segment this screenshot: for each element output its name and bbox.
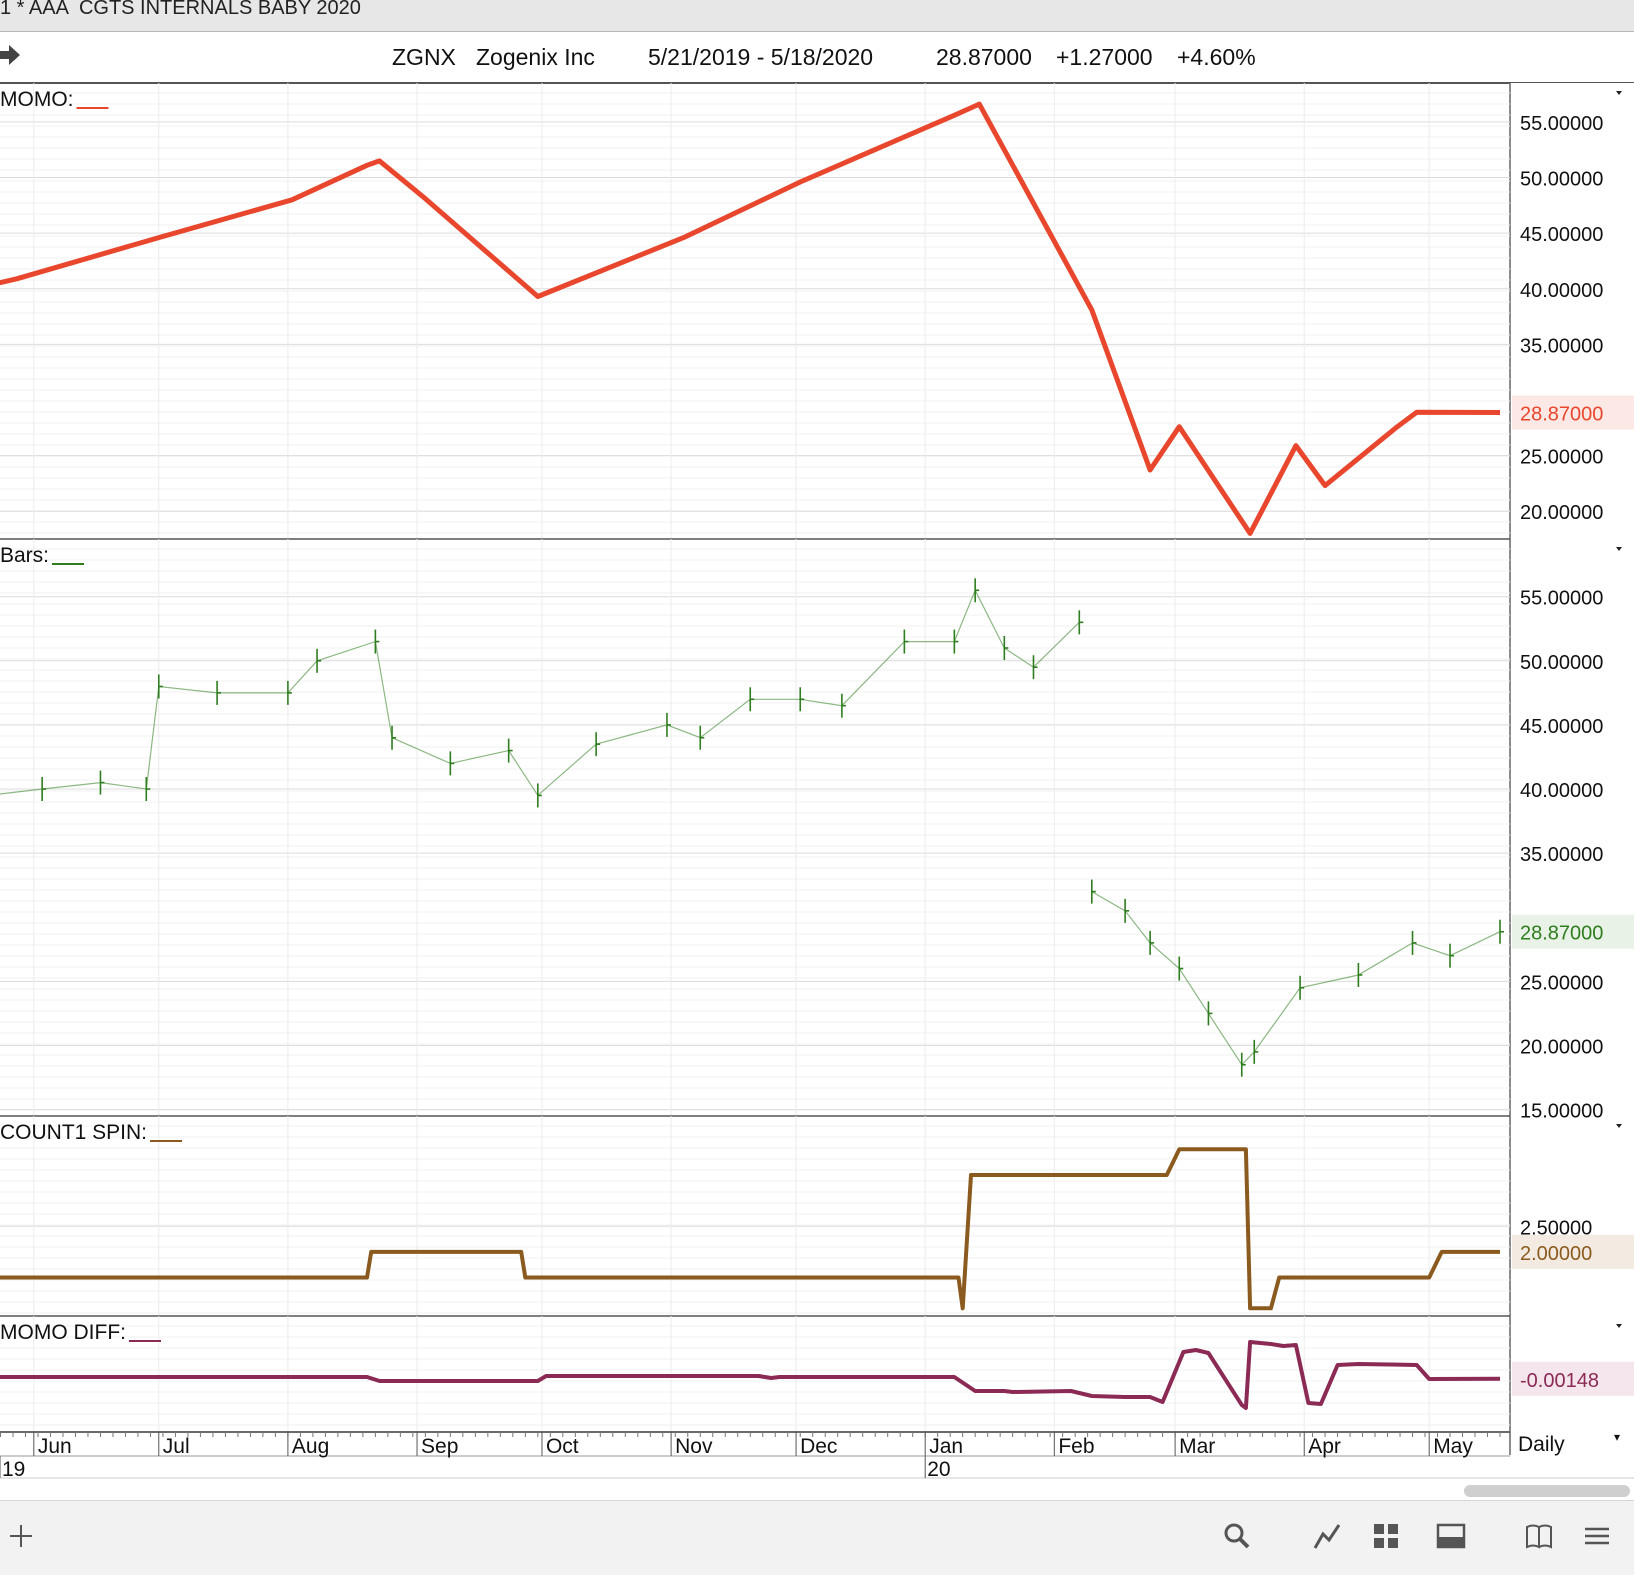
month-label: Aug — [292, 1435, 329, 1458]
month-label: Oct — [546, 1435, 579, 1458]
price-close-line — [1091, 891, 1501, 1066]
panel-legend-momo-diff: MOMO DIFF: — [0, 1321, 126, 1344]
month-label: Sep — [421, 1435, 458, 1458]
y-tick-label: 25.00000 — [1520, 972, 1603, 994]
period-selector[interactable]: Daily — [1518, 1433, 1565, 1456]
y-tick-label: 35.00000 — [1520, 335, 1603, 357]
bottom-toolbar — [0, 1500, 1634, 1575]
month-label: Feb — [1058, 1435, 1094, 1458]
month-label: Jan — [929, 1435, 963, 1458]
y-tick-label: 20.00000 — [1520, 502, 1603, 524]
y-tick-label: 45.00000 — [1520, 224, 1603, 246]
month-label: Apr — [1308, 1435, 1341, 1458]
month-label: May — [1433, 1435, 1473, 1458]
y-tick-label: 55.00000 — [1520, 113, 1603, 135]
chart-area[interactable]: MOMO: 55.00000 50.00000 45.00000 40.00000 35.… — [0, 0, 1634, 1500]
y-tick-label: 35.00000 — [1520, 844, 1603, 866]
window-title: 1 * AAA CGTS INTERNALS BABY 2020 — [0, 0, 361, 19]
y-tick-label: 20.00000 — [1520, 1036, 1603, 1058]
window-titlebar: 1 * AAA CGTS INTERNALS BABY 2020 — [0, 0, 1634, 32]
year-label: 20 — [927, 1458, 950, 1481]
panel-legend-count1-spin: COUNT1 SPIN: — [0, 1121, 147, 1144]
horizontal-scrollbar[interactable] — [1464, 1485, 1630, 1497]
last-value-label: 28.87000 — [1520, 923, 1603, 945]
percent-change: +4.60% — [1177, 44, 1256, 70]
last-value-label: -0.00148 — [1520, 1370, 1599, 1392]
last-price: 28.87000 — [936, 44, 1032, 70]
price-change: +1.27000 — [1056, 44, 1153, 70]
y-tick-label: 25.00000 — [1520, 447, 1603, 469]
momo-diff-line — [0, 1340, 1501, 1410]
panel-layout-icon[interactable] — [1436, 1521, 1466, 1551]
menu-icon[interactable] — [1582, 1521, 1612, 1551]
price-close-line — [0, 588, 1080, 797]
last-value-box — [1512, 1234, 1634, 1269]
last-value-box — [1512, 395, 1634, 430]
symbol-info-bar: ZGNX Zogenix Inc 5/21/2019 - 5/18/2020 2… — [0, 32, 1634, 84]
y-tick-label: 50.00000 — [1520, 652, 1603, 674]
symbol: ZGNX — [392, 44, 456, 70]
price-axis-background — [1510, 83, 1634, 1432]
month-label: Dec — [800, 1435, 837, 1458]
search-icon[interactable] — [1222, 1521, 1252, 1551]
momo-line — [0, 101, 1501, 536]
add-icon[interactable] — [6, 1521, 36, 1551]
last-value-label: 28.87000 — [1520, 404, 1603, 426]
last-value-box — [1512, 914, 1634, 949]
panel-menu-icon — [1616, 1324, 1622, 1328]
y-tick-label: 45.00000 — [1520, 716, 1603, 738]
month-label: Jul — [163, 1435, 190, 1458]
y-tick-label: 40.00000 — [1520, 780, 1603, 802]
book-icon[interactable] — [1524, 1521, 1554, 1551]
last-value-box — [1512, 1361, 1634, 1396]
panel-legend-momo: MOMO: — [0, 88, 74, 111]
forward-arrow-icon[interactable] — [0, 42, 22, 68]
panel-legend-bars: Bars: — [0, 544, 49, 567]
company-name: Zogenix Inc — [476, 44, 595, 70]
last-value-label: 2.00000 — [1520, 1243, 1592, 1265]
chart-line-icon[interactable] — [1312, 1521, 1342, 1551]
year-label: 19 — [2, 1458, 25, 1481]
y-tick-label: 55.00000 — [1520, 588, 1603, 610]
y-tick-label: 50.00000 — [1520, 169, 1603, 191]
date-range: 5/21/2019 - 5/18/2020 — [648, 44, 874, 70]
panel-menu-icon — [1616, 547, 1622, 551]
panel-menu-icon — [1616, 91, 1622, 95]
y-tick-label: 40.00000 — [1520, 280, 1603, 302]
y-tick-label: 2.50000 — [1520, 1217, 1592, 1239]
y-tick-label: 15.00000 — [1520, 1101, 1603, 1123]
month-label: Jun — [38, 1435, 72, 1458]
count-spin-line — [0, 1147, 1500, 1311]
month-label: Mar — [1179, 1435, 1215, 1458]
grid-layout-icon[interactable] — [1371, 1521, 1401, 1551]
period-dropdown-icon[interactable]: ▾ — [1614, 1430, 1621, 1444]
month-label: Nov — [675, 1435, 713, 1458]
panel-menu-icon — [1616, 1124, 1622, 1128]
